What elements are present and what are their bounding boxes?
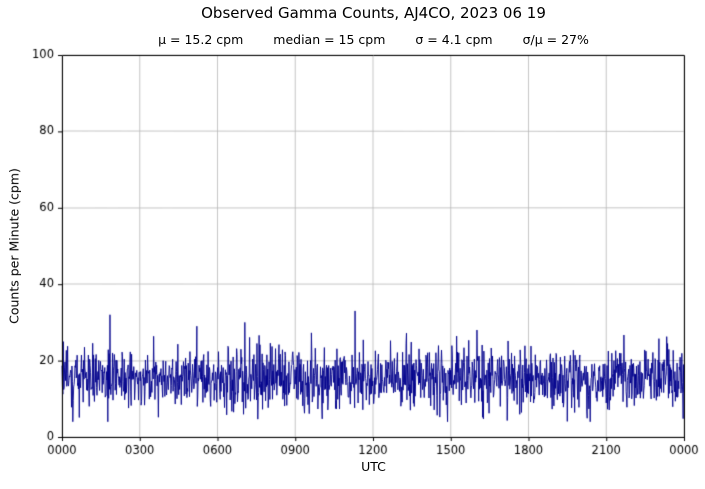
stat-sigma-over-mu: σ/μ = 27% — [522, 32, 589, 47]
chart-stats-line: μ = 15.2 cpm median = 15 cpm σ = 4.1 cpm… — [62, 32, 685, 47]
stat-median: median = 15 cpm — [273, 32, 386, 47]
stat-mean: μ = 15.2 cpm — [158, 32, 244, 47]
chart-title: Observed Gamma Counts, AJ4CO, 2023 06 19 — [201, 4, 546, 22]
stat-sigma: σ = 4.1 cpm — [415, 32, 493, 47]
y-axis-label: Counts per Minute (cpm) — [6, 168, 22, 324]
x-axis-label: UTC — [361, 459, 386, 474]
